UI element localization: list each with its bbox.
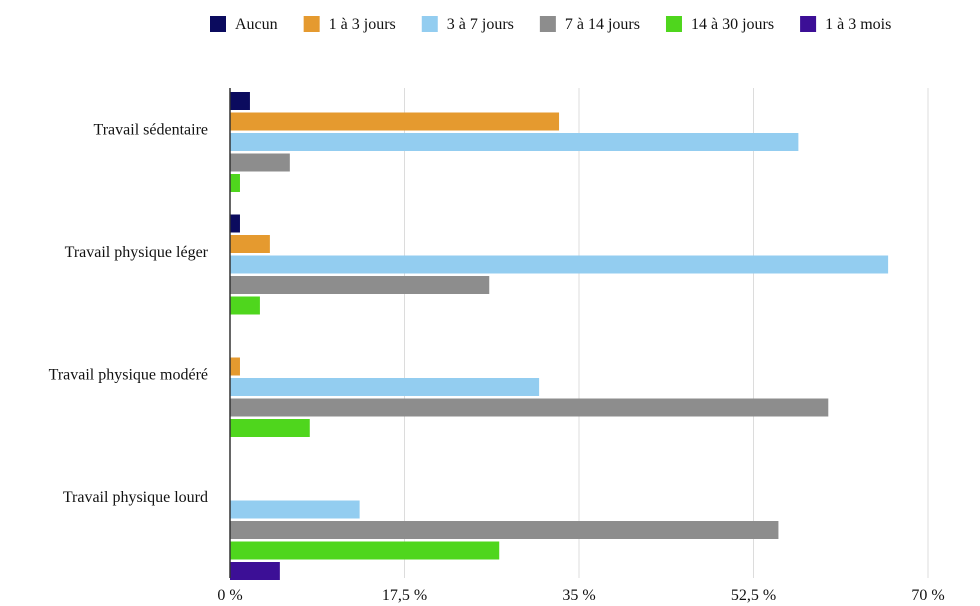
legend-item: 14 à 30 jours [665, 16, 774, 33]
legend-swatch [539, 16, 556, 32]
x-tick-label: 70 % [911, 587, 944, 604]
legend-item: 7 à 14 jours [539, 16, 640, 33]
bar [230, 133, 799, 151]
bar [230, 562, 280, 580]
bar [230, 419, 310, 437]
category-label: Travail physique léger [65, 244, 209, 261]
bar [230, 296, 260, 315]
bar [230, 378, 540, 396]
legend-swatch [665, 16, 682, 32]
bar [230, 235, 270, 253]
x-tick-label: 35 % [562, 587, 595, 604]
legend-swatch [303, 16, 320, 32]
legend-swatch [210, 16, 226, 32]
category-label: Travail sédentaire [94, 121, 208, 138]
legend-item: 1 à 3 mois [800, 16, 891, 33]
bar [230, 174, 240, 192]
legend-item: Aucun [210, 16, 278, 33]
x-tick-label: 52,5 % [731, 587, 776, 604]
legend-label: 1 à 3 mois [825, 16, 891, 33]
bar [230, 214, 240, 233]
grid-layer [404, 88, 929, 578]
legend-item: 3 à 7 jours [421, 16, 514, 33]
legend-label: 3 à 7 jours [447, 16, 514, 33]
x-tick-label: 17,5 % [382, 587, 427, 604]
bar [230, 521, 779, 539]
category-label: Travail physique lourd [63, 489, 208, 506]
bar [230, 255, 889, 274]
legend-label: 14 à 30 jours [691, 16, 774, 33]
bar [230, 541, 500, 560]
legend-label: 7 à 14 jours [565, 16, 640, 33]
bar [230, 398, 829, 417]
category-label: Travail physique modéré [49, 366, 208, 383]
bar [230, 357, 240, 376]
legend: Aucun 1 à 3 jours 3 à 7 jours 7 à 14 jours 1… [210, 16, 891, 33]
bar [230, 276, 490, 294]
bars-layer [230, 92, 889, 580]
bar [230, 92, 250, 110]
legend-swatch [800, 16, 817, 32]
bar [230, 500, 360, 519]
bar [230, 112, 560, 131]
labels-layer: Travail sédentaire Travail physique léger… [49, 121, 945, 604]
legend-label: Aucun [235, 16, 278, 33]
legend-label: 1 à 3 jours [329, 16, 396, 33]
bar [230, 153, 290, 172]
legend-swatch [421, 16, 438, 32]
x-tick-label: 0 % [217, 587, 242, 604]
legend-item: 1 à 3 jours [303, 16, 396, 33]
